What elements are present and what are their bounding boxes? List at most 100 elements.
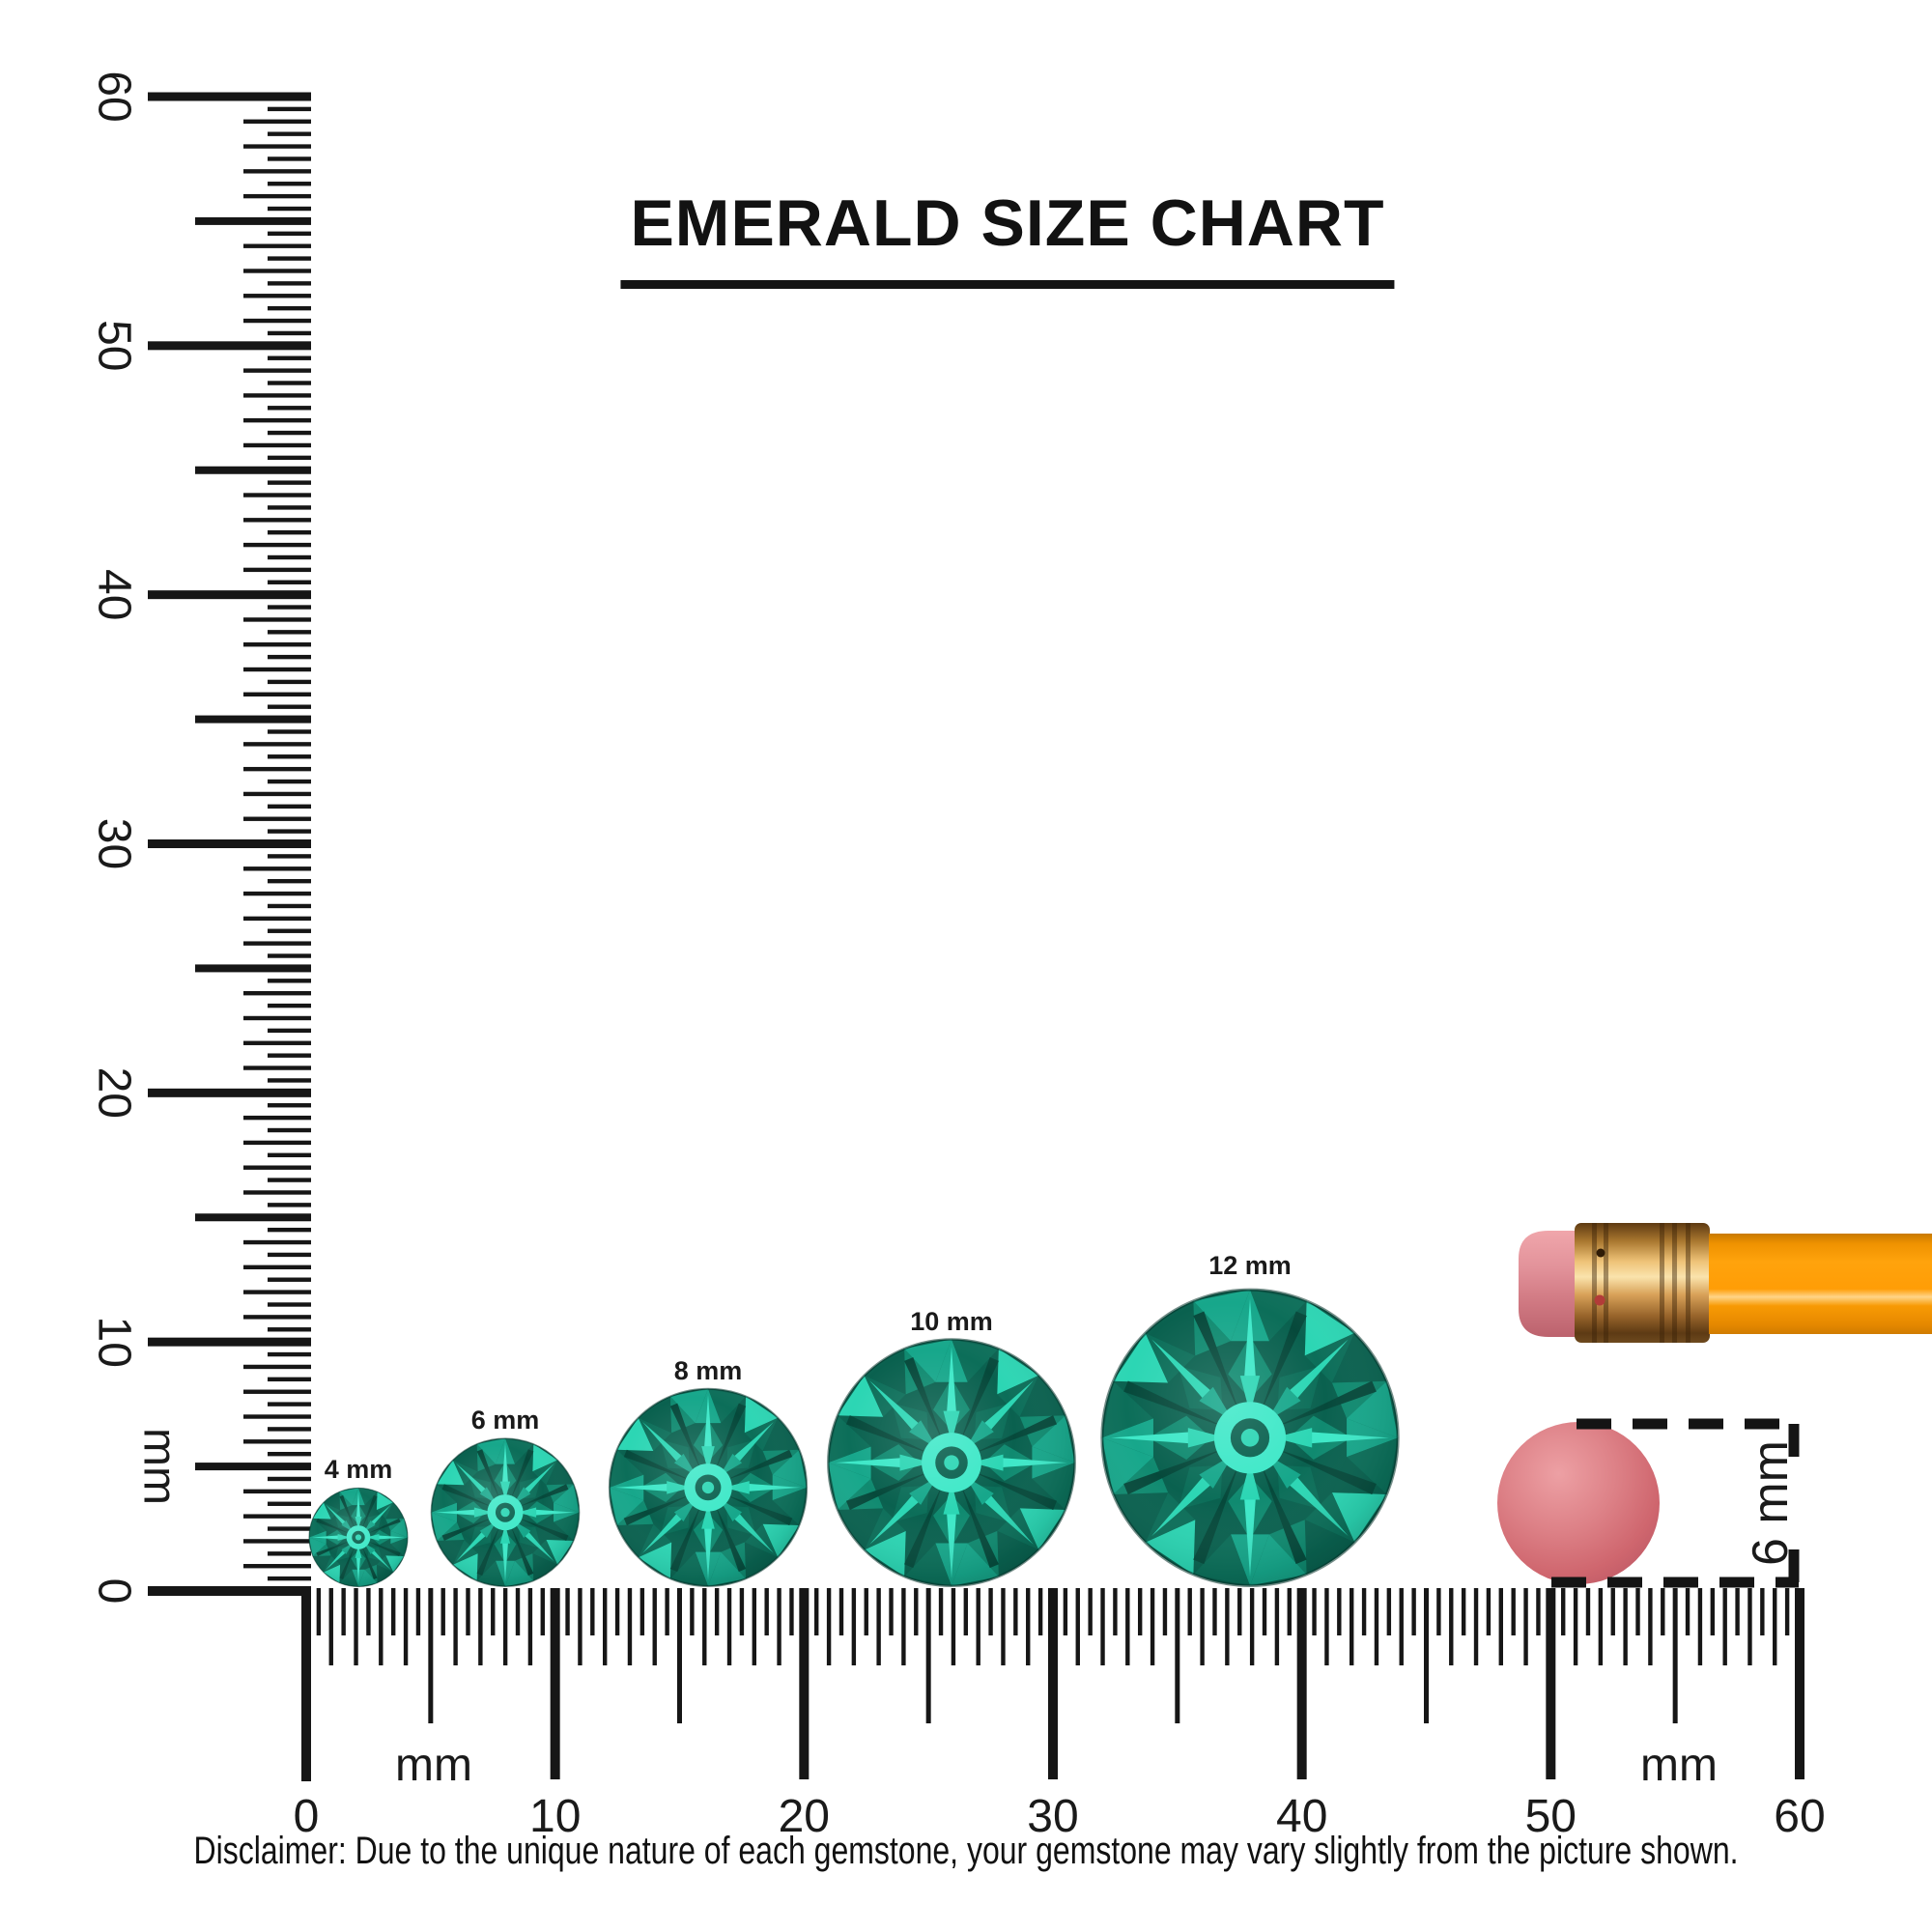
v-ruler-label-40: 40 bbox=[89, 569, 140, 620]
tick-mark bbox=[901, 1588, 906, 1665]
tick-mark bbox=[243, 692, 311, 696]
h-ruler-label-50: 50 bbox=[1525, 1791, 1577, 1842]
tick-mark bbox=[826, 1588, 832, 1665]
vertical-ruler bbox=[148, 92, 311, 1781]
tick-mark bbox=[627, 1588, 633, 1665]
eraser-reference: 6 mm bbox=[1497, 1418, 1800, 1588]
tick-mark bbox=[1411, 1588, 1416, 1635]
tick-mark bbox=[1399, 1588, 1404, 1665]
tick-mark bbox=[1212, 1588, 1217, 1635]
gem-shading bbox=[308, 1487, 409, 1587]
tick-mark bbox=[690, 1588, 695, 1635]
gem-6mm bbox=[430, 1437, 581, 1588]
tick-mark bbox=[938, 1588, 944, 1635]
tick-mark bbox=[268, 1028, 311, 1034]
tick-mark bbox=[1063, 1588, 1068, 1635]
tick-mark bbox=[1237, 1588, 1242, 1635]
tick-mark bbox=[1113, 1588, 1118, 1635]
tick-mark bbox=[1610, 1588, 1615, 1635]
tick-mark bbox=[148, 1337, 311, 1347]
tick-mark bbox=[268, 1526, 311, 1531]
tick-mark bbox=[1794, 1588, 1804, 1779]
tick-mark bbox=[1573, 1588, 1578, 1665]
tick-mark bbox=[243, 442, 311, 448]
v-ruler-label-30: 30 bbox=[89, 818, 140, 869]
gem-label-10mm: 10 mm bbox=[910, 1307, 993, 1336]
tick-mark bbox=[1598, 1588, 1604, 1665]
h-ruler-unit-left: mm bbox=[395, 1740, 472, 1791]
v-ruler-label-0: 0 bbox=[89, 1578, 140, 1605]
tick-mark bbox=[789, 1588, 794, 1635]
gem-label-12mm: 12 mm bbox=[1208, 1251, 1292, 1280]
tick-mark bbox=[243, 1239, 311, 1245]
tick-mark bbox=[665, 1588, 669, 1635]
tick-mark bbox=[1386, 1588, 1392, 1635]
gem-8mm bbox=[608, 1387, 809, 1588]
ruler-corner bbox=[301, 1586, 311, 1781]
tick-mark bbox=[1585, 1588, 1591, 1635]
tick-mark bbox=[148, 1088, 311, 1097]
tick-mark bbox=[148, 92, 311, 101]
tick-mark bbox=[925, 1588, 931, 1723]
tick-mark bbox=[243, 417, 311, 423]
tick-mark bbox=[1536, 1588, 1541, 1635]
tick-mark bbox=[478, 1588, 483, 1665]
tick-mark bbox=[195, 715, 311, 724]
gem-label-6mm: 6 mm bbox=[471, 1406, 540, 1435]
tick-mark bbox=[243, 1489, 311, 1494]
tick-mark bbox=[838, 1588, 844, 1635]
tick-mark bbox=[268, 729, 311, 734]
tick-mark bbox=[243, 791, 311, 797]
tick-mark bbox=[814, 1588, 819, 1635]
tick-mark bbox=[243, 368, 311, 373]
tick-mark bbox=[268, 804, 311, 810]
tick-mark bbox=[243, 1165, 311, 1170]
tick-mark bbox=[268, 704, 311, 709]
tick-mark bbox=[243, 493, 311, 497]
tick-mark bbox=[976, 1588, 980, 1665]
tick-mark bbox=[565, 1588, 570, 1635]
tick-mark bbox=[702, 1588, 707, 1665]
tick-mark bbox=[415, 1588, 421, 1635]
tick-mark bbox=[268, 1053, 311, 1058]
tick-mark bbox=[676, 1588, 682, 1723]
tick-mark bbox=[851, 1588, 857, 1665]
tick-mark bbox=[148, 590, 311, 600]
h-ruler-label-0: 0 bbox=[294, 1791, 320, 1842]
tick-mark bbox=[268, 829, 311, 834]
pencil bbox=[1519, 1223, 1932, 1343]
tick-mark bbox=[243, 1040, 311, 1045]
gem-shading bbox=[430, 1437, 581, 1588]
tick-mark bbox=[243, 1065, 311, 1070]
tick-mark bbox=[403, 1588, 409, 1665]
tick-mark bbox=[243, 1564, 311, 1569]
tick-mark bbox=[195, 1463, 311, 1471]
tick-mark bbox=[466, 1588, 470, 1635]
tick-mark bbox=[268, 1377, 311, 1382]
tick-mark bbox=[268, 979, 311, 983]
ruler-labels: 60 50 40 30 20 10 0 mm 0 10 20 30 40 50 … bbox=[89, 71, 1826, 1842]
tick-mark bbox=[243, 941, 311, 946]
tick-mark bbox=[491, 1588, 496, 1635]
tick-mark bbox=[540, 1588, 545, 1635]
tick-mark bbox=[195, 216, 311, 225]
h-ruler-label-30: 30 bbox=[1027, 1791, 1078, 1842]
tick-mark bbox=[268, 854, 311, 859]
tick-mark bbox=[366, 1588, 371, 1635]
tick-mark bbox=[243, 1514, 311, 1519]
tick-mark bbox=[1710, 1588, 1716, 1635]
tick-mark bbox=[243, 1364, 311, 1370]
tick-mark bbox=[1125, 1588, 1130, 1665]
tick-mark bbox=[1773, 1588, 1777, 1665]
tick-mark bbox=[268, 505, 311, 510]
tick-mark bbox=[1784, 1588, 1790, 1635]
tick-mark bbox=[639, 1588, 645, 1635]
tick-mark bbox=[1648, 1588, 1653, 1665]
tick-mark bbox=[243, 318, 311, 324]
tick-mark bbox=[243, 916, 311, 922]
tick-mark bbox=[354, 1588, 358, 1665]
v-ruler-label-50: 50 bbox=[89, 320, 140, 371]
tick-mark bbox=[889, 1588, 894, 1635]
gem-shading bbox=[608, 1387, 809, 1588]
